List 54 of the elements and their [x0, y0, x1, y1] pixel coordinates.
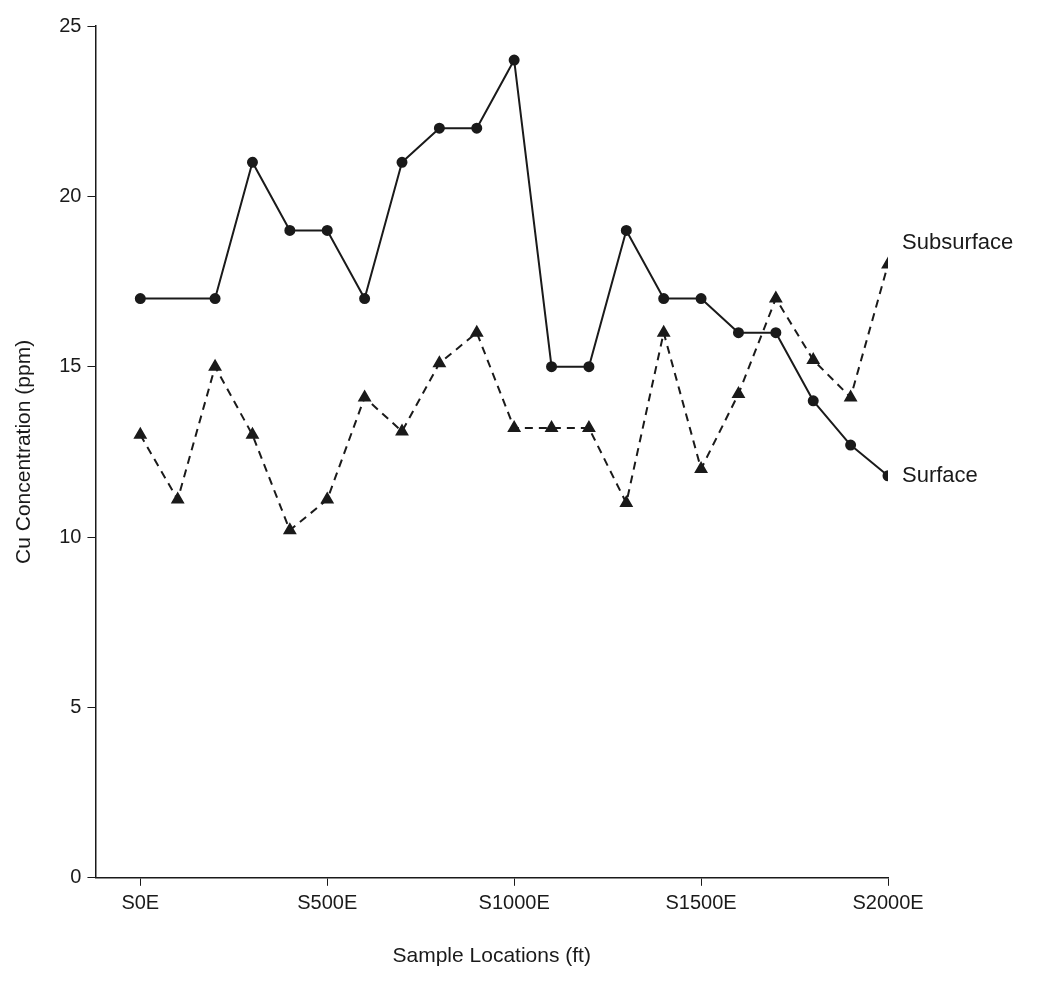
point [396, 156, 408, 168]
point [845, 439, 857, 451]
point [582, 421, 596, 433]
point [433, 356, 446, 368]
y-tick-label: 0 [70, 865, 82, 888]
point [583, 361, 595, 373]
point [769, 291, 783, 303]
y-tick-label: 15 [59, 354, 82, 377]
point [134, 427, 147, 439]
point [507, 421, 521, 433]
y-tick-label: 25 [59, 13, 82, 36]
point [208, 359, 222, 371]
point [620, 496, 633, 508]
point [246, 427, 259, 439]
point [246, 156, 258, 168]
point [620, 224, 632, 236]
point [545, 421, 558, 433]
point [658, 293, 670, 305]
point [358, 390, 371, 402]
y-tick-label: 5 [70, 694, 82, 717]
point [471, 122, 483, 134]
point [470, 325, 483, 337]
point [807, 395, 819, 407]
point [321, 224, 333, 236]
x-axis-title: Sample Locations (ft) [392, 943, 591, 967]
series-label: Subsurface [902, 228, 1014, 254]
point [694, 461, 708, 473]
point [283, 523, 297, 535]
x-tick-label: S2000E [852, 891, 924, 914]
x-tick-label: S1000E [478, 891, 550, 914]
y-tick-label: 20 [59, 183, 82, 206]
x-tick-label: S1500E [665, 891, 737, 914]
point [695, 293, 707, 305]
point [770, 327, 782, 339]
point [844, 390, 857, 402]
point [321, 492, 334, 504]
point [807, 352, 820, 364]
point [134, 293, 146, 305]
series-label: Surface [902, 461, 978, 487]
y-axis-title: Cu Concentration (ppm) [11, 339, 35, 564]
point [732, 386, 745, 398]
point [284, 224, 296, 236]
point [732, 327, 744, 339]
point [171, 492, 184, 504]
point [508, 54, 520, 66]
x-tick-label: S500E [297, 891, 358, 914]
point [395, 424, 409, 436]
x-tick-label: S0E [121, 891, 160, 914]
point [433, 122, 445, 134]
point [359, 293, 371, 305]
y-tick-label: 10 [59, 524, 82, 547]
point [546, 361, 558, 373]
point [657, 325, 670, 337]
point [209, 293, 221, 305]
